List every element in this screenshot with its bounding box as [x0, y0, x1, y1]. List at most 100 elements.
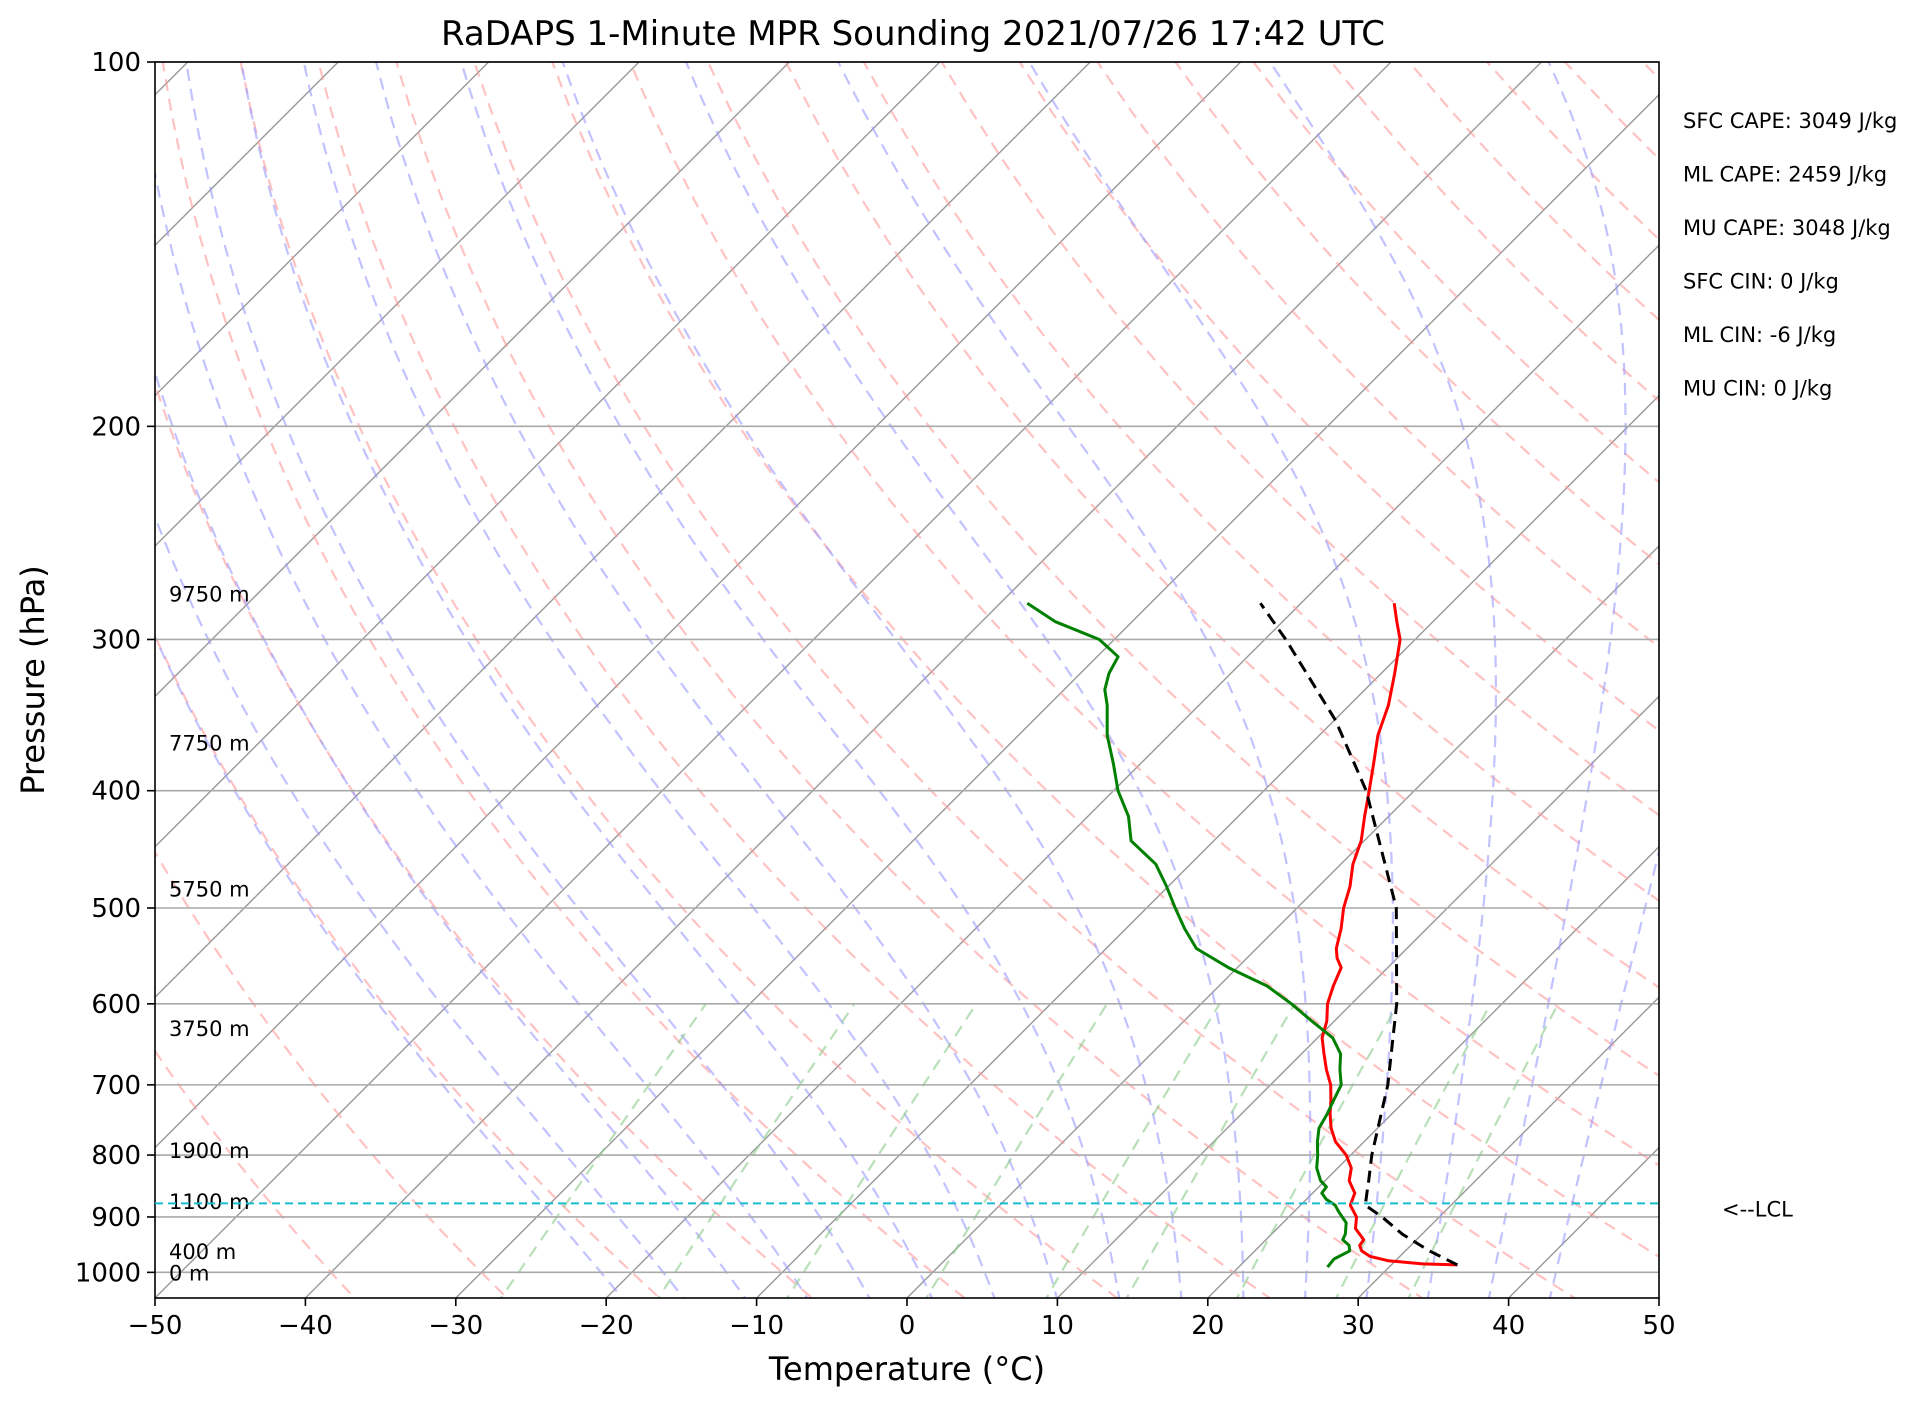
- x-tick-label: −30: [428, 1311, 483, 1341]
- isotherm-line: [454, 93, 1659, 1298]
- height-label: 1900 m: [169, 1139, 250, 1163]
- moist-adiabat: [185, 62, 871, 1298]
- dry-adiabat: [551, 62, 1659, 1258]
- height-label: 400 m: [169, 1240, 236, 1264]
- height-label: 1100 m: [169, 1190, 250, 1214]
- x-tick-label: 30: [1342, 1311, 1375, 1341]
- y-tick-label: 600: [91, 990, 141, 1020]
- height-label: 5750 m: [169, 878, 250, 902]
- isotherm-line: [1658, 1297, 1659, 1298]
- stat-text: SFC CIN: 0 J/kg: [1683, 270, 1839, 294]
- dry-adiabat: [1641, 62, 1659, 80]
- dry-adiabat: [940, 62, 1659, 817]
- height-label: 9750 m: [169, 583, 250, 607]
- y-tick-label: 100: [91, 48, 141, 78]
- dry-adiabat: [1018, 62, 1659, 732]
- dry-adiabat: [706, 62, 1659, 1078]
- moist-adiabat: [460, 62, 1121, 1298]
- pressure-gridlines: [155, 61, 1659, 1274]
- x-axis-label: Temperature (°C): [768, 1350, 1045, 1388]
- mixing-ratio-line: [1125, 1003, 1296, 1298]
- moist-adiabat: [240, 62, 934, 1298]
- height-label: 0 m: [169, 1261, 210, 1285]
- mixing-ratio-line: [1045, 1003, 1221, 1298]
- dry-adiabat: [317, 62, 1272, 1298]
- moist-adiabat: [302, 62, 996, 1298]
- temperature-profile: [1320, 602, 1458, 1267]
- x-tick-label: −10: [729, 1311, 784, 1341]
- stat-text: SFC CAPE: 3049 J/kg: [1683, 109, 1897, 133]
- dry-adiabat: [155, 380, 814, 1298]
- isotherm-line: [155, 62, 490, 397]
- dry-adiabat: [239, 62, 1120, 1298]
- x-tick-label: −50: [128, 1311, 183, 1341]
- height-label: 3750 m: [169, 1017, 250, 1041]
- dry-adiabat: [155, 633, 662, 1298]
- mixing-ratio-line: [656, 1003, 856, 1298]
- x-tick-label: 40: [1492, 1311, 1525, 1341]
- dry-adiabat: [1667, 7, 1925, 1323]
- stat-text: ML CAPE: 2459 J/kg: [1683, 163, 1887, 187]
- dry-adiabat: [1485, 62, 1659, 241]
- dry-adiabat: [155, 1049, 357, 1298]
- x-axis: −50 −40 −30 −20 −10 0 10 20 30 40 50: [128, 1298, 1676, 1341]
- x-tick-label: 50: [1642, 1311, 1675, 1341]
- background-lines: [155, 7, 1925, 1323]
- isotherm-line: [155, 62, 1092, 999]
- mixing-ratio-line: [1334, 1003, 1492, 1298]
- isotherm-line: [155, 62, 791, 698]
- mixing-ratio-line: [786, 1003, 978, 1298]
- moist-adiabat: [1487, 62, 1627, 1298]
- y-tick-label: 400: [91, 777, 141, 807]
- parcel-profile: [1259, 602, 1459, 1267]
- stat-text: MU CAPE: 3048 J/kg: [1683, 216, 1891, 240]
- plot-frame: [154, 61, 1660, 1299]
- isotherm-line: [755, 394, 1659, 1298]
- moist-adiabat: [837, 62, 1312, 1298]
- isotherm-line: [304, 62, 1543, 1298]
- isotherm-line: [906, 545, 1659, 1298]
- isotherm-line: [155, 62, 1392, 1298]
- dry-adiabat: [1407, 62, 1659, 322]
- isotherm-line: [1357, 996, 1659, 1298]
- mixing-ratio-line: [925, 1003, 1108, 1298]
- lcl-marker: <--LCL: [155, 1197, 1793, 1221]
- mixing-ratio-line: [1407, 1003, 1560, 1298]
- isotherm-line: [1056, 695, 1659, 1298]
- isotherm-line: [155, 62, 1242, 1149]
- dry-adiabat: [1563, 62, 1659, 161]
- y-tick-label: 700: [91, 1071, 141, 1101]
- x-tick-label: 20: [1191, 1311, 1224, 1341]
- dry-adiabat: [161, 62, 967, 1298]
- x-tick-label: 0: [899, 1311, 916, 1341]
- chart-title: RaDAPS 1-Minute MPR Sounding 2021/07/26 …: [441, 14, 1385, 54]
- height-label: 7750 m: [169, 732, 250, 756]
- dry-adiabat: [155, 850, 509, 1298]
- dry-adiabat: [628, 62, 1659, 1167]
- dry-adiabat: [395, 62, 1425, 1298]
- x-tick-label: −40: [278, 1311, 333, 1341]
- isotherm-line: [1206, 845, 1659, 1298]
- stability-indices: SFC CAPE: 3049 J/kg ML CAPE: 2459 J/kg MU …: [1683, 109, 1897, 401]
- stat-text: ML CIN: -6 J/kg: [1683, 323, 1836, 347]
- mixing-ratio-line: [499, 1003, 707, 1298]
- moist-adiabat: [1548, 847, 1659, 1298]
- moist-adiabat: [1028, 62, 1394, 1298]
- isotherm-line: [155, 62, 941, 848]
- isotherm-line: [155, 62, 640, 547]
- height-labels: 9750 m 7750 m 5750 m 3750 m 1900 m 1100 m 400 …: [169, 583, 250, 1286]
- dewpoint-profile: [1026, 601, 1352, 1269]
- y-tick-label: 300: [91, 625, 141, 655]
- moist-adiabat: [684, 62, 1245, 1298]
- y-tick-label: 900: [91, 1203, 141, 1233]
- moist-adiabat: [155, 368, 747, 1298]
- dry-adiabat: [1096, 62, 1659, 649]
- moist-adiabat: [561, 62, 1183, 1298]
- moist-adiabat: [155, 514, 685, 1298]
- y-tick-label: 1000: [75, 1258, 141, 1288]
- y-tick-label: 500: [91, 894, 141, 924]
- x-tick-label: 10: [1041, 1311, 1074, 1341]
- dry-adiabat: [473, 62, 1577, 1298]
- isotherm-line: [605, 244, 1659, 1298]
